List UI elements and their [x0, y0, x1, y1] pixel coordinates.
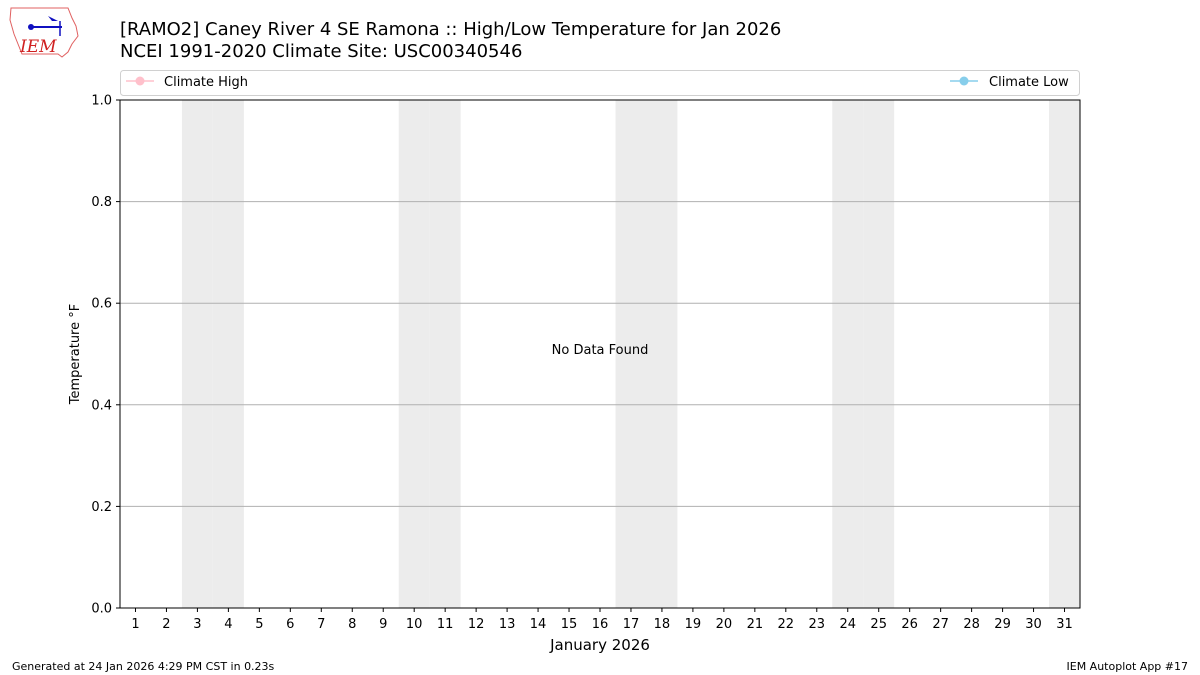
no-data-annotation: No Data Found [552, 343, 649, 358]
y-tick-label: 0.2 [91, 500, 112, 515]
legend-marker-high [135, 76, 145, 86]
x-tick-label: 8 [348, 617, 356, 632]
y-tick-label: 1.0 [91, 94, 112, 109]
weekend-shade [429, 100, 461, 608]
x-tick-label: 2 [162, 617, 170, 632]
x-tick-label: 24 [839, 617, 856, 632]
x-tick-label: 23 [809, 617, 826, 632]
y-tick-label: 0.6 [91, 297, 112, 312]
x-tick-label: 1 [131, 617, 139, 632]
x-tick-label: 3 [193, 617, 201, 632]
x-tick-label: 27 [932, 617, 949, 632]
weekend-shade [181, 100, 213, 608]
y-tick-label: 0.8 [91, 195, 112, 210]
y-tick-label: 0.0 [91, 602, 112, 617]
footer-app: IEM Autoplot App #17 [1066, 660, 1189, 673]
x-tick-label: 31 [1056, 617, 1073, 632]
x-tick-label: 14 [530, 617, 547, 632]
legend: Climate High Climate Low [120, 70, 1080, 96]
x-tick-label: 22 [778, 617, 795, 632]
x-tick-label: 26 [901, 617, 918, 632]
x-tick-label: 28 [963, 617, 980, 632]
x-tick-label: 25 [870, 617, 887, 632]
x-tick-label: 30 [1025, 617, 1042, 632]
x-tick-label: 19 [685, 617, 702, 632]
x-tick-label: 21 [747, 617, 764, 632]
x-axis-label: January 2026 [549, 636, 650, 654]
x-tick-label: 9 [379, 617, 387, 632]
x-tick-label: 13 [499, 617, 516, 632]
x-tick-label: 15 [561, 617, 578, 632]
chart-subtitle: NCEI 1991-2020 Climate Site: USC00340546 [120, 41, 522, 62]
legend-label-low: Climate Low [989, 75, 1069, 90]
weekend-shade [832, 100, 864, 608]
x-tick-label: 18 [654, 617, 671, 632]
x-tick-label: 20 [716, 617, 733, 632]
weekend-shade [646, 100, 678, 608]
logo-text: IEM [19, 37, 57, 57]
weekend-shade [1049, 100, 1080, 608]
x-tick-label: 4 [224, 617, 232, 632]
x-tick-label: 5 [255, 617, 263, 632]
weekend-shade [212, 100, 244, 608]
y-tick-label: 0.4 [91, 398, 112, 413]
legend-item-climate-low: Climate Low [950, 75, 1069, 90]
x-tick-label: 10 [406, 617, 423, 632]
legend-marker-low [959, 76, 969, 86]
y-axis-label: Temperature °F [68, 304, 83, 405]
x-tick-label: 11 [437, 617, 454, 632]
x-tick-label: 29 [994, 617, 1011, 632]
x-tick-label: 12 [468, 617, 485, 632]
x-tick-label: 16 [592, 617, 609, 632]
legend-label-high: Climate High [164, 75, 248, 90]
x-tick-label: 6 [286, 617, 294, 632]
x-tick-label: 17 [623, 617, 640, 632]
weekend-shade [863, 100, 895, 608]
weekend-shade [615, 100, 647, 608]
legend-item-climate-high: Climate High [126, 75, 248, 90]
x-tick-label: 7 [317, 617, 325, 632]
chart-title: [RAMO2] Caney River 4 SE Ramona :: High/… [120, 19, 781, 40]
iem-logo: IEM [9, 7, 79, 58]
footer-generated: Generated at 24 Jan 2026 4:29 PM CST in … [12, 660, 275, 673]
weekend-shade [398, 100, 430, 608]
